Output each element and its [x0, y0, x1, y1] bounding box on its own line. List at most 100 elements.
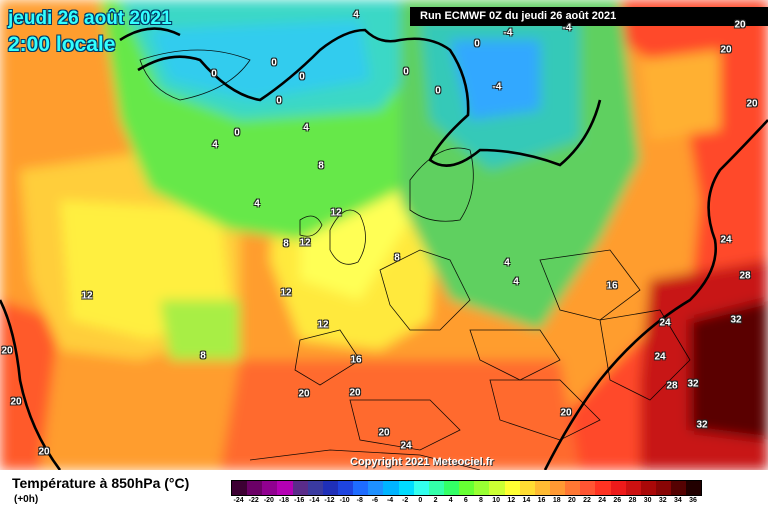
- color-swatch: [413, 481, 429, 495]
- isotherm-label: 12: [299, 237, 311, 249]
- scale-tick-label: -2: [402, 497, 409, 504]
- legend-panel: Température à 850hPa (°C) (+0h) -24 -22 -2…: [0, 470, 768, 512]
- scale-tick-label: 16: [537, 497, 546, 504]
- isotherm-label: 24: [659, 317, 671, 329]
- isotherm-label: -4: [503, 27, 513, 39]
- isotherm-label: 20: [734, 19, 746, 31]
- color-swatch: [580, 481, 596, 495]
- color-swatch: [353, 481, 369, 495]
- isotherm-label: 0: [435, 85, 441, 97]
- color-swatch: [262, 481, 278, 495]
- isotherm-label: 32: [730, 314, 742, 326]
- isotherm-label: 8: [283, 238, 289, 250]
- forecast-time: 2:00 locale: [8, 33, 116, 56]
- color-swatch: [640, 481, 656, 495]
- isotherm-label: 8: [394, 252, 400, 264]
- isotherm-label: 28: [666, 380, 678, 392]
- isotherm-label: 4: [212, 139, 218, 151]
- scale-tick-label: 4: [448, 497, 453, 504]
- temperature-field: [0, 0, 768, 470]
- copyright: Copyright 2021 Meteociel.fr: [350, 456, 494, 468]
- isotherm-label: 16: [350, 354, 362, 366]
- color-swatch: [474, 481, 490, 495]
- color-swatch: [610, 481, 626, 495]
- scale-tick-label: -10: [339, 497, 350, 504]
- scale-tick-label: 30: [643, 497, 652, 504]
- isotherm-label: 32: [687, 378, 699, 390]
- color-swatch: [504, 481, 520, 495]
- scale-tick-label: 18: [552, 497, 561, 504]
- legend-title: Température à 850hPa (°C): [12, 475, 190, 491]
- isotherm-label: 8: [318, 160, 324, 172]
- isotherm-label: 20: [1, 345, 13, 357]
- isotherm-label: 0: [299, 71, 305, 83]
- isotherm-label: 12: [317, 319, 329, 331]
- isotherm-label: 12: [81, 290, 93, 302]
- color-swatch: [625, 481, 641, 495]
- scale-tick-label: 36: [689, 497, 697, 504]
- isotherm-label: 12: [330, 207, 342, 219]
- color-swatch: [671, 481, 687, 495]
- scale-tick-label: 26: [613, 497, 622, 504]
- color-swatch: [368, 481, 384, 495]
- scale-tick-label: 34: [674, 497, 682, 504]
- isotherm-label: 20: [746, 98, 758, 110]
- scale-tick-label: 28: [628, 497, 637, 504]
- color-swatch: [655, 481, 672, 495]
- scale-tick-label: -12: [324, 497, 335, 504]
- scale-tick-label: 20: [567, 497, 576, 504]
- color-swatch: [565, 481, 581, 495]
- isotherm-label: 20: [560, 407, 572, 419]
- isotherm-label: 0: [403, 66, 409, 78]
- forecast-date: jeudi 26 août 2021: [8, 8, 172, 29]
- color-scale-ticks: -24 -22 -20 -18 -16 -14 -12 -10 -8 -6 -4 -2 0 2 4 6 8 10 1…: [231, 497, 701, 509]
- temperature-map[interactable]: jeudi 26 août 2021 2:00 locale Run ECMWF…: [0, 0, 768, 470]
- legend-subtitle: (+0h): [14, 494, 39, 505]
- color-swatch: [595, 481, 611, 495]
- isotherm-label: 24: [654, 351, 666, 363]
- scale-tick-label: 32: [658, 497, 667, 504]
- isotherm-label: 4: [303, 122, 309, 134]
- scale-tick-label: 12: [507, 497, 516, 504]
- scale-tick-label: 2: [433, 497, 438, 504]
- color-swatch: [686, 481, 702, 495]
- color-swatch: [383, 481, 399, 495]
- scale-tick-label: 0: [418, 497, 423, 504]
- color-scale: [231, 480, 703, 496]
- color-swatch: [549, 481, 566, 495]
- isotherm-label: 16: [606, 280, 618, 292]
- isotherm-label: 28: [739, 270, 751, 282]
- scale-tick-label: -8: [356, 497, 363, 504]
- isotherm-label: -4: [562, 22, 572, 34]
- scale-tick-label: -4: [386, 497, 394, 504]
- isotherm-label: 4: [513, 276, 519, 288]
- isotherm-label: 20: [720, 44, 732, 56]
- scale-tick-label: -24: [233, 497, 244, 504]
- color-swatch: [337, 481, 354, 495]
- scale-tick-label: 22: [583, 497, 591, 504]
- isotherm-label: 4: [353, 9, 359, 21]
- scale-tick-label: 6: [463, 497, 468, 504]
- color-swatch: [322, 481, 338, 495]
- isotherm-label: -4: [492, 81, 502, 93]
- isotherm-label: 8: [200, 350, 206, 362]
- color-swatch: [247, 481, 263, 495]
- isotherm-label: 0: [234, 127, 240, 139]
- color-swatch: [398, 481, 414, 495]
- color-swatch: [277, 481, 293, 495]
- color-swatch: [232, 481, 248, 495]
- scale-tick-label: -18: [278, 497, 290, 504]
- scale-tick-label: -16: [294, 497, 305, 504]
- scale-tick-label: -20: [263, 497, 274, 504]
- scale-tick-label: 10: [492, 497, 501, 504]
- color-swatch: [459, 481, 475, 495]
- isotherm-label: 24: [720, 234, 732, 246]
- color-swatch: [534, 481, 550, 495]
- isotherm-label: 0: [276, 95, 282, 107]
- isotherm-label: 0: [474, 38, 480, 50]
- isotherm-label: 0: [271, 57, 277, 69]
- color-swatch: [519, 481, 535, 495]
- color-swatch: [307, 481, 323, 495]
- scale-tick-label: -22: [248, 497, 259, 504]
- scale-tick-label: 24: [598, 497, 607, 504]
